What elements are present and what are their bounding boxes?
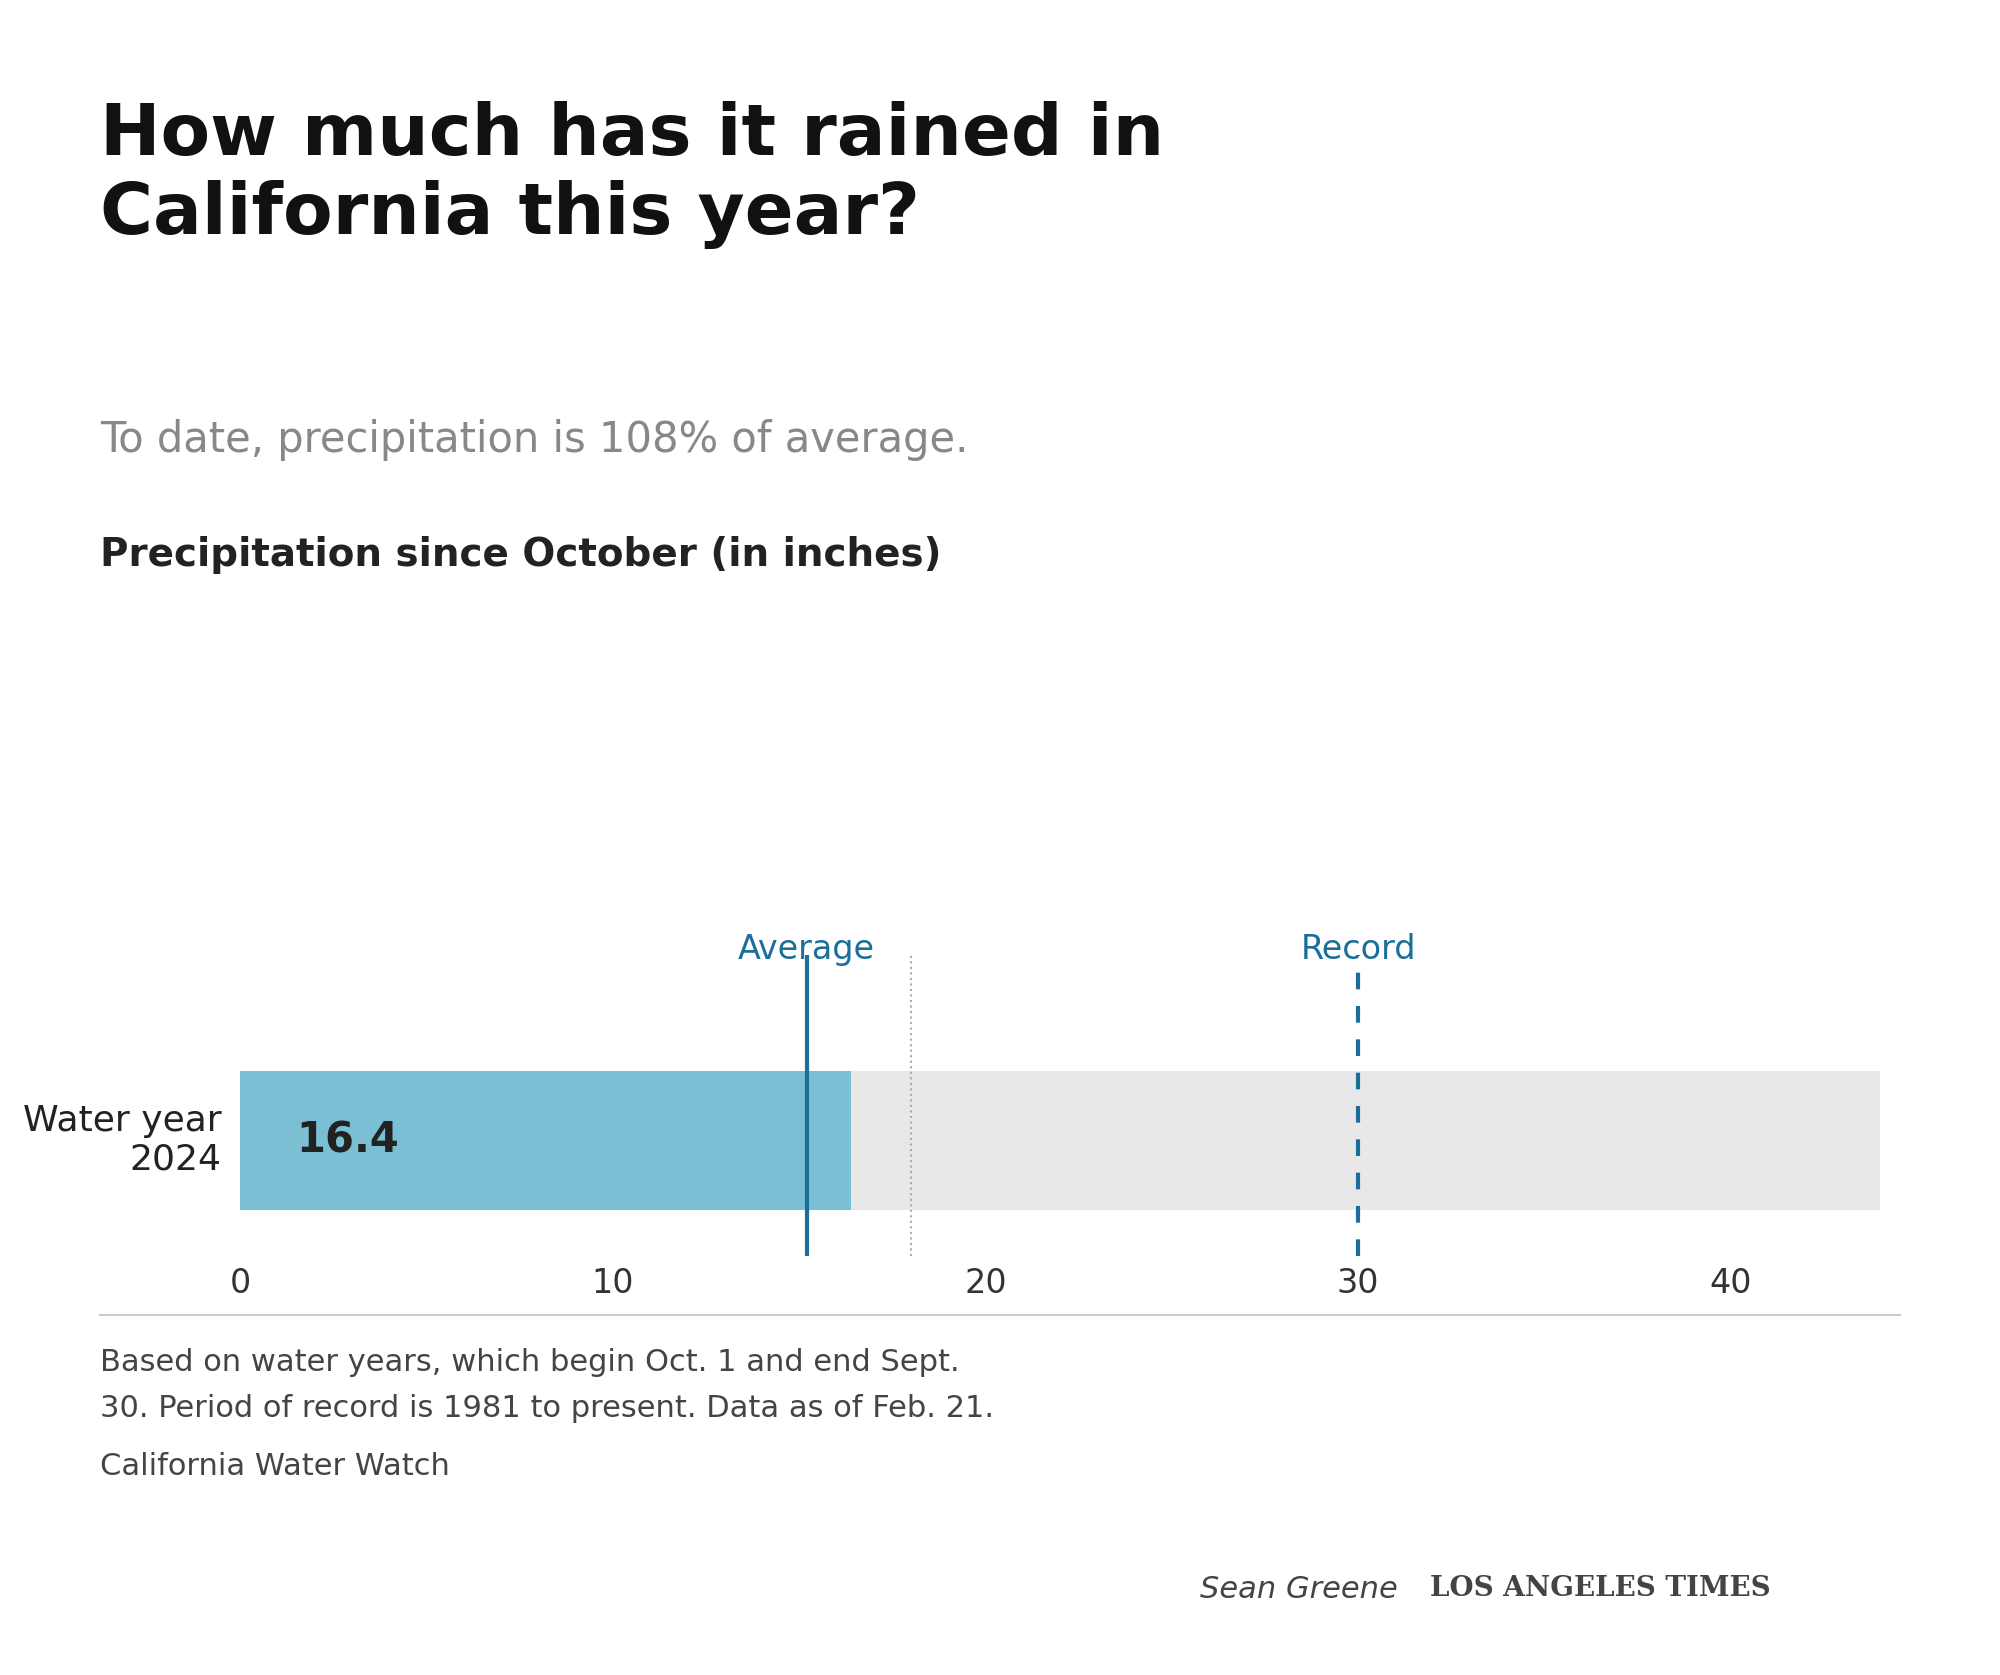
Text: California Water Watch: California Water Watch bbox=[100, 1452, 450, 1481]
Text: LOS ANGELES TIMES: LOS ANGELES TIMES bbox=[1430, 1574, 1770, 1601]
Text: Sean Greene: Sean Greene bbox=[1200, 1574, 1398, 1603]
Text: Average: Average bbox=[738, 933, 876, 966]
Text: 30. Period of record is 1981 to present. Data as of Feb. 21.: 30. Period of record is 1981 to present.… bbox=[100, 1394, 994, 1422]
Text: Precipitation since October (in inches): Precipitation since October (in inches) bbox=[100, 536, 942, 575]
Text: 16.4: 16.4 bbox=[296, 1119, 398, 1161]
Text: Based on water years, which begin Oct. 1 and end Sept.: Based on water years, which begin Oct. 1… bbox=[100, 1348, 960, 1377]
Bar bbox=[240, 1070, 1880, 1209]
Text: To date, precipitation is 108% of average.: To date, precipitation is 108% of averag… bbox=[100, 419, 968, 461]
Text: Water year
2024: Water year 2024 bbox=[22, 1104, 222, 1178]
Bar bbox=[240, 1070, 852, 1209]
Text: How much has it rained in
California this year?: How much has it rained in California thi… bbox=[100, 100, 1164, 250]
Text: Record: Record bbox=[1300, 933, 1416, 966]
